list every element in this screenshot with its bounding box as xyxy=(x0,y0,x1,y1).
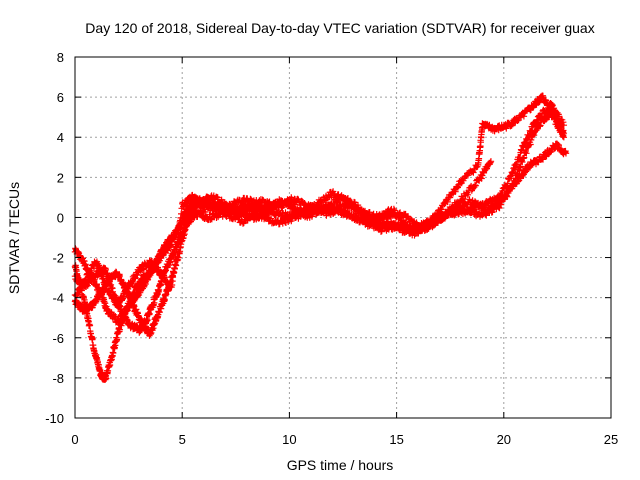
x-tick-label: 15 xyxy=(389,432,403,447)
x-tick-label: 10 xyxy=(282,432,296,447)
y-tick-label: -2 xyxy=(52,251,64,266)
y-tick-label: -10 xyxy=(45,411,64,426)
y-tick-label: 8 xyxy=(57,50,64,65)
plot-frame xyxy=(74,56,612,419)
x-tick-label: 0 xyxy=(71,432,78,447)
chart-title: Day 120 of 2018, Sidereal Day-to-day VTE… xyxy=(85,20,594,36)
x-tick-label: 5 xyxy=(179,432,186,447)
y-tick-label: -4 xyxy=(52,291,64,306)
axis-ticks: 0 5 10 15 20 25 -10 -8 -6 -4 -2 0 2 4 6 8 xyxy=(45,50,618,447)
y-tick-label: 2 xyxy=(57,170,64,185)
y-tick-label: -6 xyxy=(52,331,64,346)
y-tick-label: 0 xyxy=(57,210,64,225)
x-axis-label: GPS time / hours xyxy=(287,457,394,473)
x-tick-label: 20 xyxy=(497,432,511,447)
x-tick-label: 25 xyxy=(604,432,618,447)
y-axis-label: SDTVAR / TECUs xyxy=(6,182,22,294)
y-tick-label: 4 xyxy=(57,130,64,145)
y-tick-label: -8 xyxy=(52,371,64,386)
y-tick-label: 6 xyxy=(57,90,64,105)
